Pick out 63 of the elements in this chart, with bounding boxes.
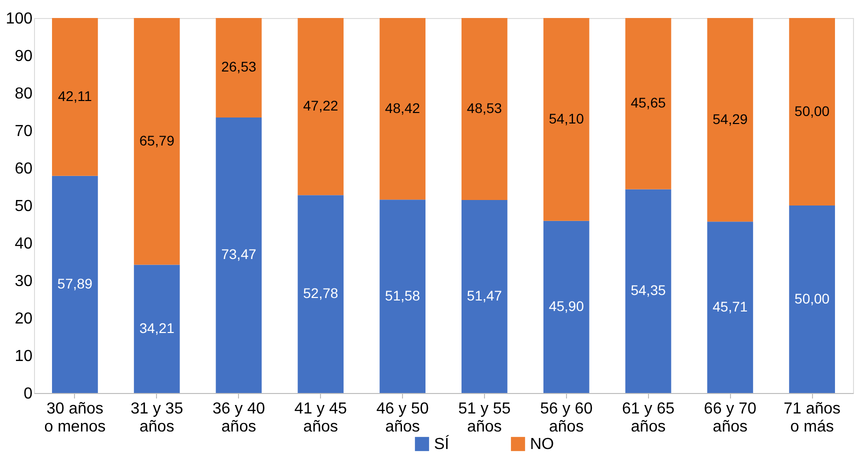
bar — [462, 200, 508, 393]
data-label: 54,29 — [712, 110, 748, 127]
x-tick-label: 51 y 55 años — [458, 400, 511, 436]
data-label: 48,42 — [385, 100, 420, 116]
y-tick-label: 60 — [14, 160, 33, 178]
data-label: 52,78 — [303, 285, 338, 302]
data-label: 51,47 — [466, 287, 502, 304]
data-label: 45,71 — [712, 298, 748, 314]
y-tick-label: 50 — [14, 198, 33, 215]
bar — [789, 18, 835, 206]
bar — [625, 189, 672, 393]
legend-label: NO — [530, 436, 554, 453]
bar — [543, 18, 590, 221]
y-tick-label: 70 — [14, 123, 33, 140]
data-label: 50,00 — [794, 102, 830, 119]
data-label: 42,11 — [58, 88, 92, 104]
data-label: 48,53 — [466, 100, 502, 116]
data-label: 54,10 — [548, 110, 584, 126]
bar — [298, 18, 344, 196]
data-label: 45,65 — [630, 94, 666, 111]
bar — [380, 200, 426, 393]
x-tick-label: 56 y 60 años — [540, 400, 593, 436]
bar — [789, 206, 835, 393]
x-tick-label: 36 y 40 años — [212, 400, 266, 436]
data-label: 54,35 — [630, 282, 666, 298]
legend-label: SÍ — [434, 435, 450, 453]
bar — [462, 18, 508, 200]
data-label: 26,53 — [221, 58, 256, 75]
bar — [380, 18, 426, 200]
bar — [52, 176, 98, 393]
x-tick-label: 66 y 70 años — [704, 400, 756, 436]
x-tick-label: 30 años o menos — [44, 400, 106, 436]
bar — [543, 220, 590, 393]
bar — [134, 264, 180, 393]
data-label: 51,58 — [385, 287, 420, 304]
data-label: 45,90 — [548, 298, 584, 314]
bar — [707, 18, 754, 222]
data-label: 73,47 — [221, 246, 256, 262]
data-label: 65,79 — [139, 132, 175, 148]
data-label: 50,00 — [794, 290, 830, 306]
y-tick-label: 40 — [14, 236, 33, 252]
bar — [52, 18, 98, 176]
bar — [298, 195, 344, 393]
data-label: 34,21 — [139, 320, 175, 336]
x-tick-label: 46 y 50 años — [376, 400, 429, 436]
x-tick-label: 71 años o más — [784, 400, 841, 436]
bar — [134, 18, 180, 265]
bar — [216, 117, 262, 393]
y-tick-label: 30 — [14, 273, 33, 290]
x-tick-label: 31 y 35 años — [130, 400, 184, 436]
y-tick-label: 10 — [14, 348, 33, 365]
y-tick-label: 90 — [14, 48, 33, 65]
bar — [625, 18, 672, 190]
x-tick-label: 61 y 65 años — [622, 400, 675, 436]
y-tick-label: 20 — [14, 310, 33, 328]
y-tick-label: 80 — [14, 86, 33, 102]
bar — [216, 18, 262, 118]
y-tick-label: 0 — [24, 386, 33, 402]
bar — [707, 222, 754, 393]
data-label: 57,89 — [57, 275, 93, 292]
data-label: 47,22 — [303, 98, 338, 114]
y-tick-label: 100 — [6, 10, 33, 28]
x-tick-label: 41 y 45 años — [294, 400, 347, 436]
